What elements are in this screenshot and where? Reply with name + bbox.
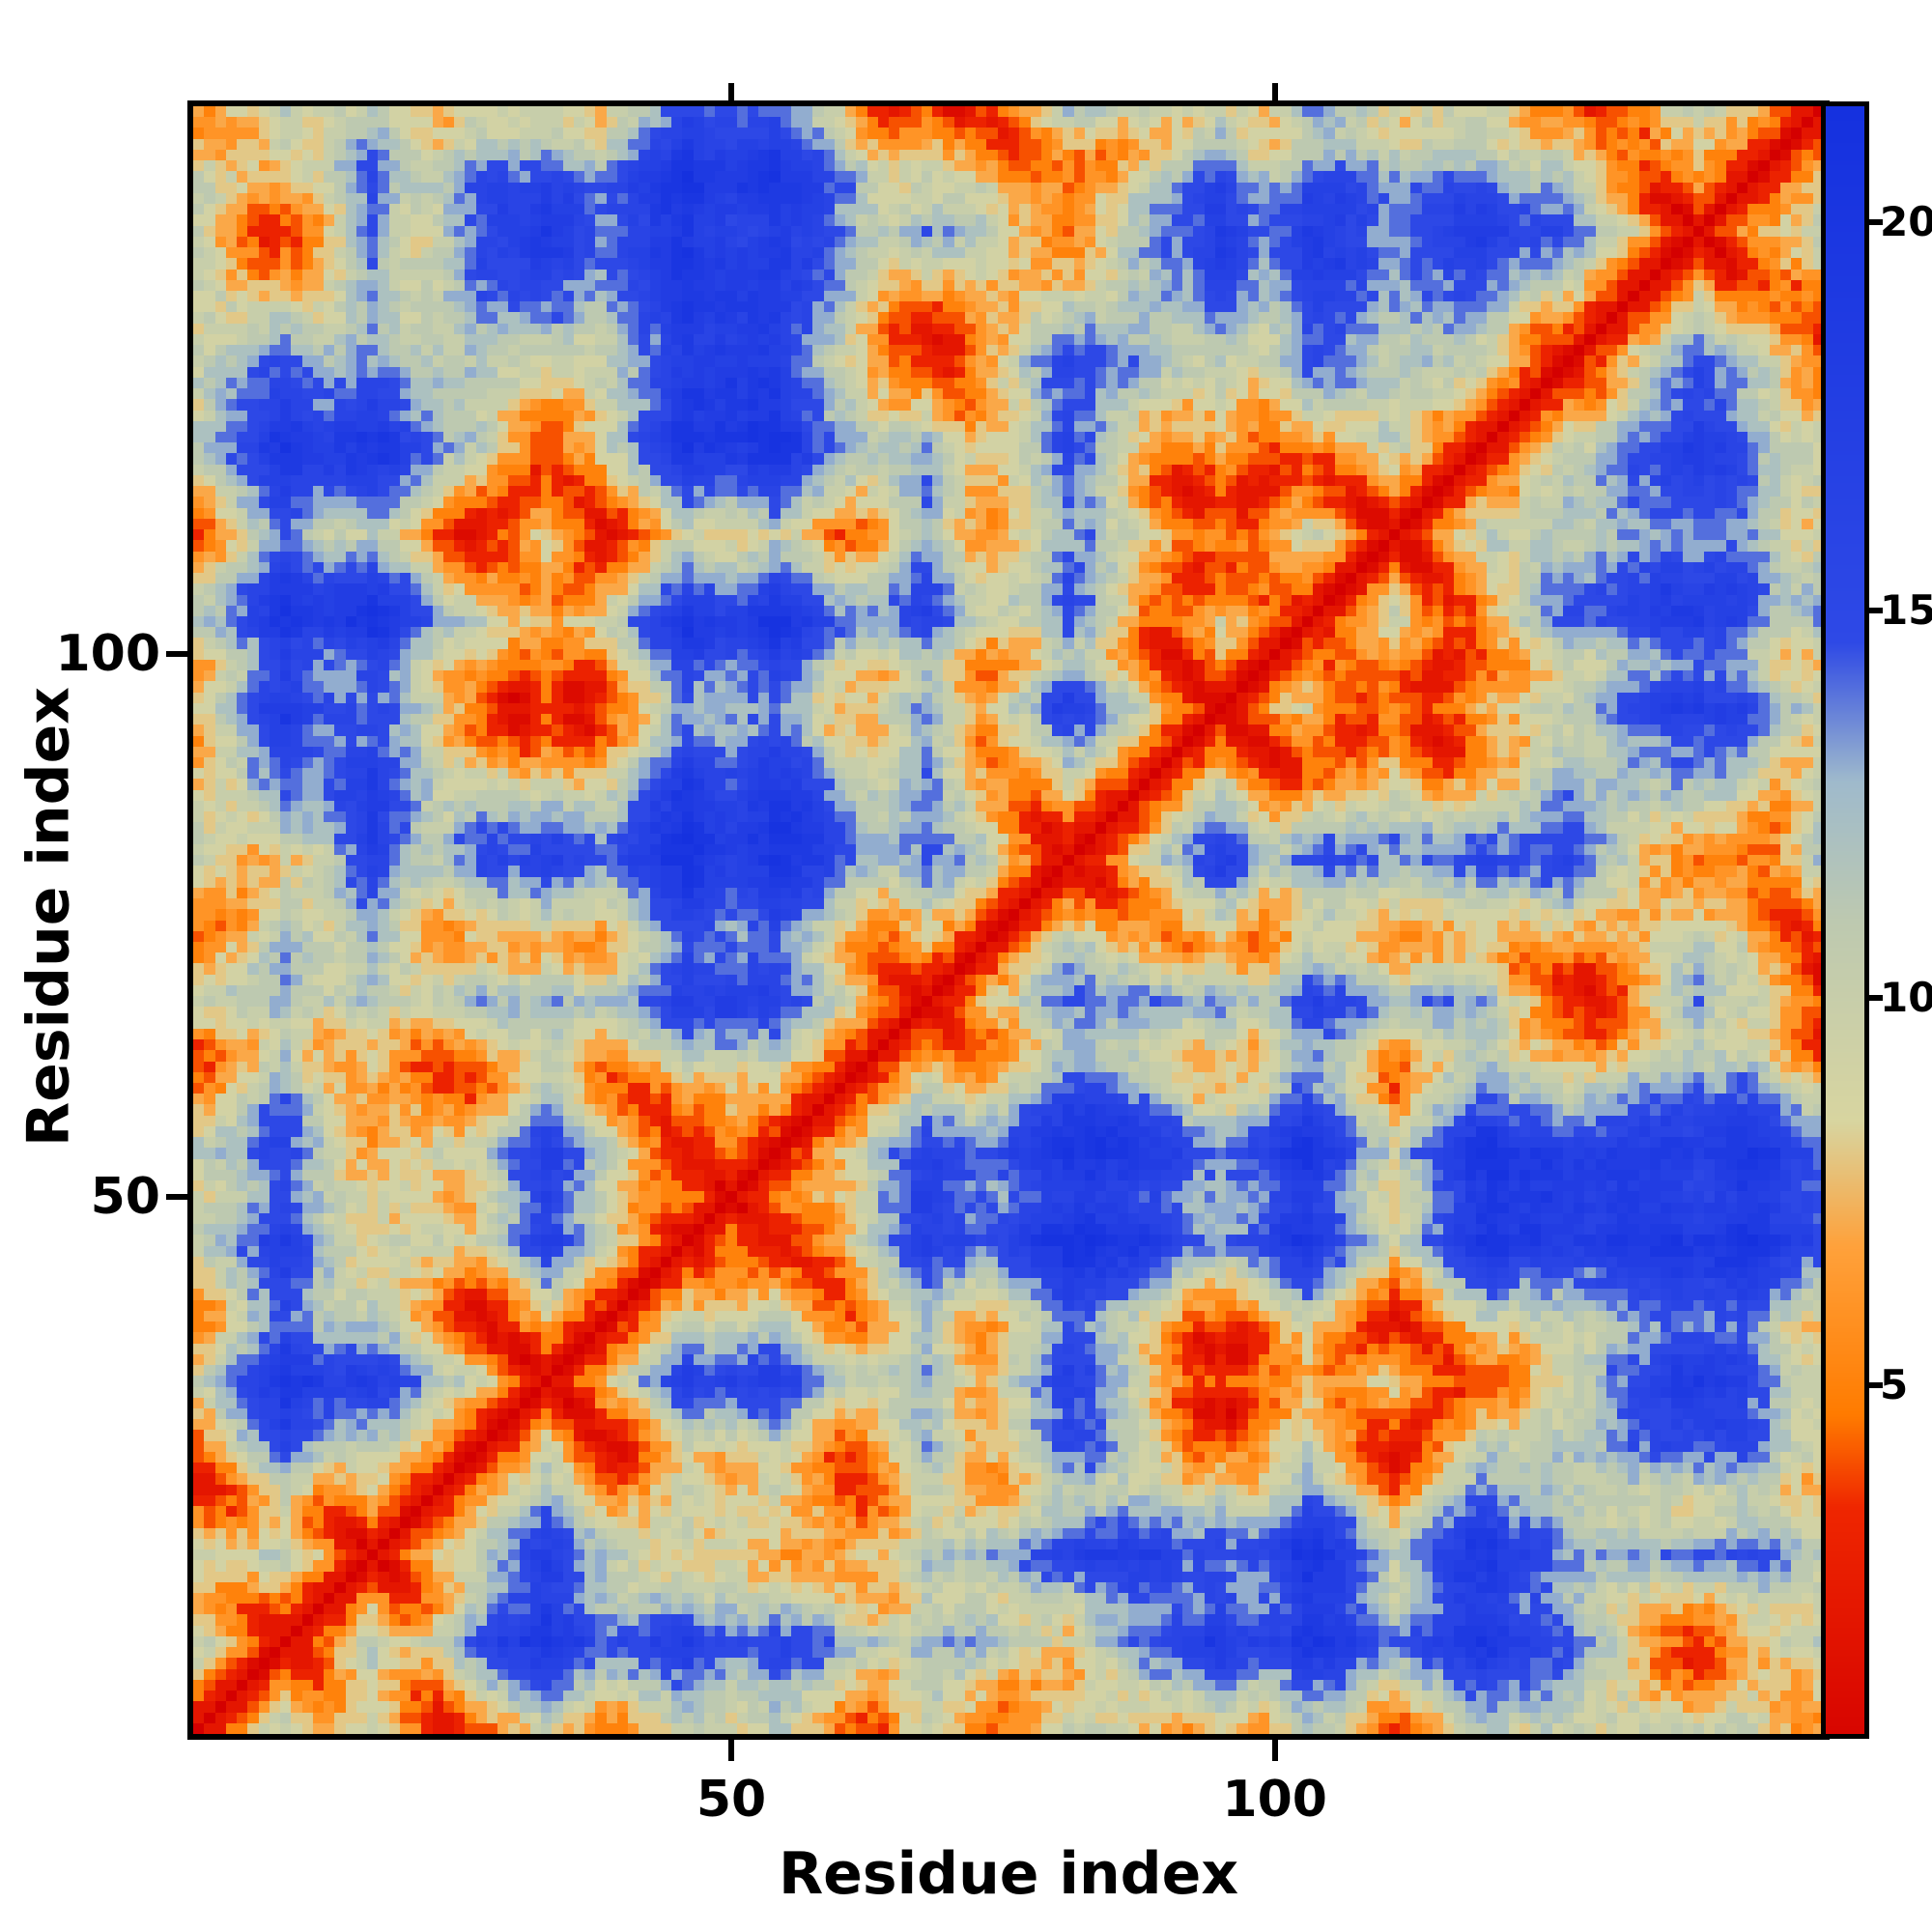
- colorbar-tick-label: 15: [1880, 585, 1932, 634]
- y-tick-label: 50: [90, 1167, 160, 1226]
- colorbar-tick: [1869, 219, 1883, 226]
- colorbar-tick: [1869, 607, 1883, 613]
- x-axis-tick: [728, 1740, 735, 1761]
- y-axis-label: Residue index: [14, 686, 83, 1148]
- colorbar-tick-label: 10: [1880, 973, 1932, 1021]
- x-tick-label: 50: [696, 1771, 767, 1829]
- x-axis-top-tick: [1271, 83, 1278, 100]
- colorbar-tick-label: 5: [1880, 1360, 1909, 1408]
- colorbar-tick-label: 20: [1880, 198, 1932, 246]
- x-axis-tick: [1271, 1740, 1278, 1761]
- colorbar-tick: [1869, 1381, 1883, 1388]
- y-axis-tick: [166, 651, 187, 658]
- distance-map-canvas: [193, 106, 1824, 1734]
- y-tick-label: 100: [55, 625, 160, 684]
- x-axis-label: Residue index: [778, 1840, 1239, 1908]
- x-axis-top-tick: [728, 83, 735, 100]
- y-axis-tick: [166, 1193, 187, 1200]
- plot-frame: [187, 100, 1830, 1740]
- x-tick-label: 100: [1222, 1771, 1327, 1829]
- colorbar-frame: [1821, 101, 1869, 1739]
- colorbar-gradient-canvas: [1826, 106, 1864, 1734]
- colorbar-tick: [1869, 994, 1883, 1001]
